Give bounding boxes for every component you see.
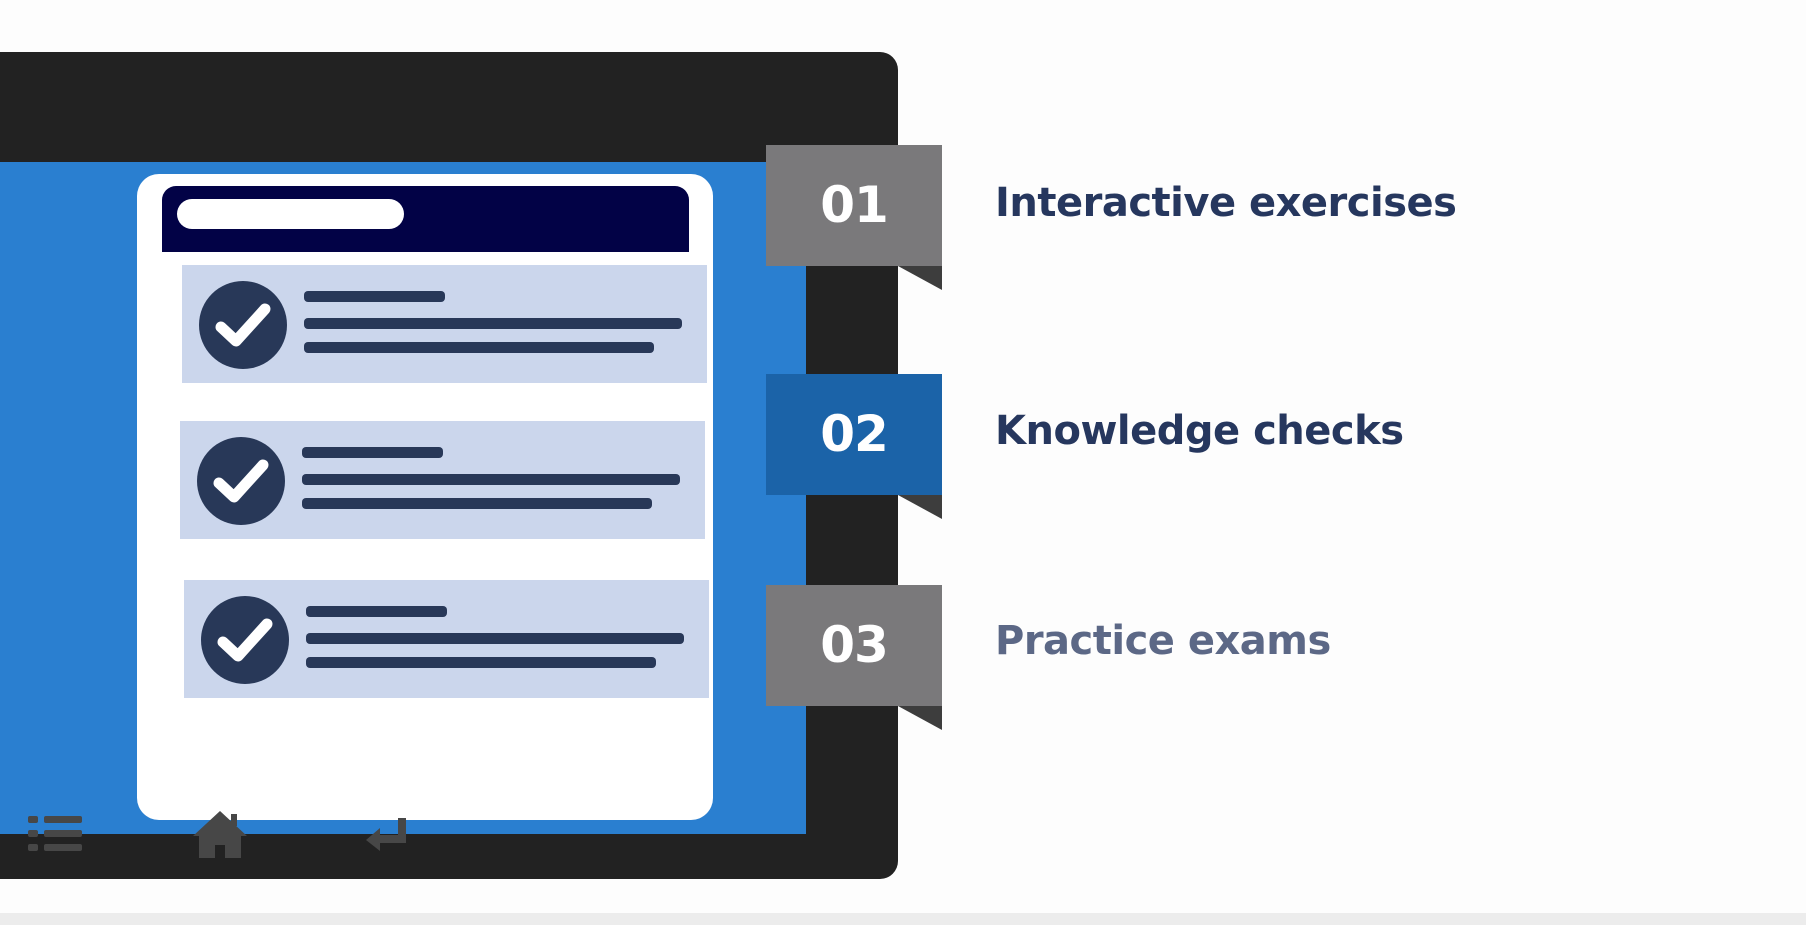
bottom-strip <box>0 913 1806 925</box>
checkmark-icon <box>199 281 287 369</box>
checklist-item[interactable] <box>182 265 707 383</box>
menu-list-icon[interactable] <box>20 800 90 870</box>
checkmark-icon <box>201 596 289 684</box>
feature-label-interactive-exercises[interactable]: Interactive exercises <box>995 180 1457 226</box>
text-placeholder-line <box>304 318 682 329</box>
checkmark-icon <box>197 437 285 525</box>
text-placeholder-line <box>302 498 652 509</box>
text-placeholder-line <box>304 291 445 302</box>
text-placeholder-line <box>306 657 656 668</box>
home-icon[interactable] <box>185 800 255 870</box>
checklist-item[interactable] <box>180 421 705 539</box>
feature-label-practice-exams[interactable]: Practice exams <box>995 618 1331 664</box>
text-placeholder-line <box>306 633 684 644</box>
tab-fold <box>898 495 942 519</box>
feature-tab-03[interactable]: 03 <box>766 585 942 706</box>
feature-tab-01[interactable]: 01 <box>766 145 942 266</box>
feature-number: 03 <box>820 616 889 674</box>
tablet-navbar <box>0 800 430 870</box>
text-placeholder-line <box>302 447 443 458</box>
feature-label-knowledge-checks[interactable]: Knowledge checks <box>995 408 1404 454</box>
tab-fold <box>898 266 942 290</box>
tab-fold <box>898 706 942 730</box>
checklist-item[interactable] <box>184 580 709 698</box>
text-placeholder-line <box>302 474 680 485</box>
title-placeholder-bar <box>177 199 404 229</box>
text-placeholder-line <box>306 606 447 617</box>
text-placeholder-line <box>304 342 654 353</box>
quiz-card-header <box>162 186 689 252</box>
back-arrow-icon[interactable] <box>352 800 422 870</box>
feature-tab-02[interactable]: 02 <box>766 374 942 495</box>
feature-number: 02 <box>820 405 889 463</box>
feature-number: 01 <box>820 176 889 234</box>
